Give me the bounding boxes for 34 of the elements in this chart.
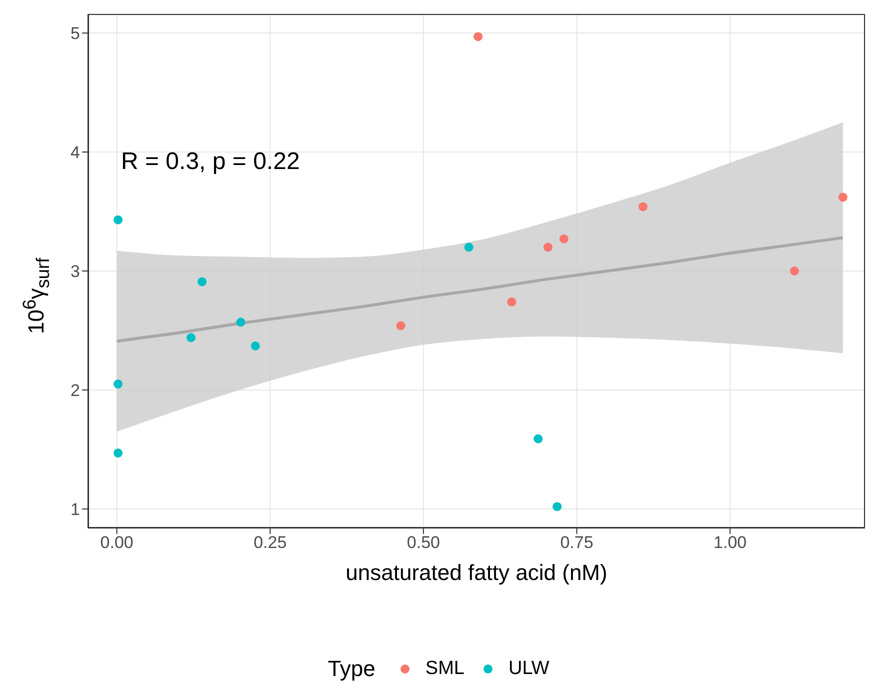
point xyxy=(198,277,207,286)
point xyxy=(543,242,552,252)
x-tick-label: 0.75 xyxy=(560,533,594,552)
point xyxy=(474,32,483,42)
legend-label: SML xyxy=(424,658,464,680)
y-tick-label: 5 xyxy=(70,24,80,44)
point xyxy=(114,380,123,389)
y-tick-label: 1 xyxy=(70,500,80,519)
point xyxy=(396,321,406,330)
point xyxy=(186,333,196,342)
point xyxy=(838,192,848,202)
y-tick-label: 4 xyxy=(70,143,80,162)
x-tick-label: 0.00 xyxy=(100,533,134,552)
point xyxy=(114,448,123,458)
y-tick-label: 3 xyxy=(70,262,80,282)
point xyxy=(552,502,562,512)
x-axis-title: unsaturated fatty acid (nM) xyxy=(346,560,608,585)
x-tick-label: 0.50 xyxy=(406,533,440,552)
legend-label: ULW xyxy=(507,658,550,680)
point xyxy=(534,434,543,444)
x-tick-label: 0.25 xyxy=(254,533,287,552)
x-tick-label: 1.00 xyxy=(714,533,747,552)
point xyxy=(559,234,568,244)
point xyxy=(250,341,260,350)
point xyxy=(464,242,474,252)
point xyxy=(236,318,246,327)
annotation: R = 0.3, p = 0.22 xyxy=(121,148,300,176)
point xyxy=(507,297,516,306)
legend-title: Type xyxy=(328,656,376,682)
y-tick-label: 2 xyxy=(70,381,80,400)
point xyxy=(114,215,123,224)
point xyxy=(638,202,648,212)
line-series xyxy=(115,236,844,343)
point xyxy=(790,266,799,276)
